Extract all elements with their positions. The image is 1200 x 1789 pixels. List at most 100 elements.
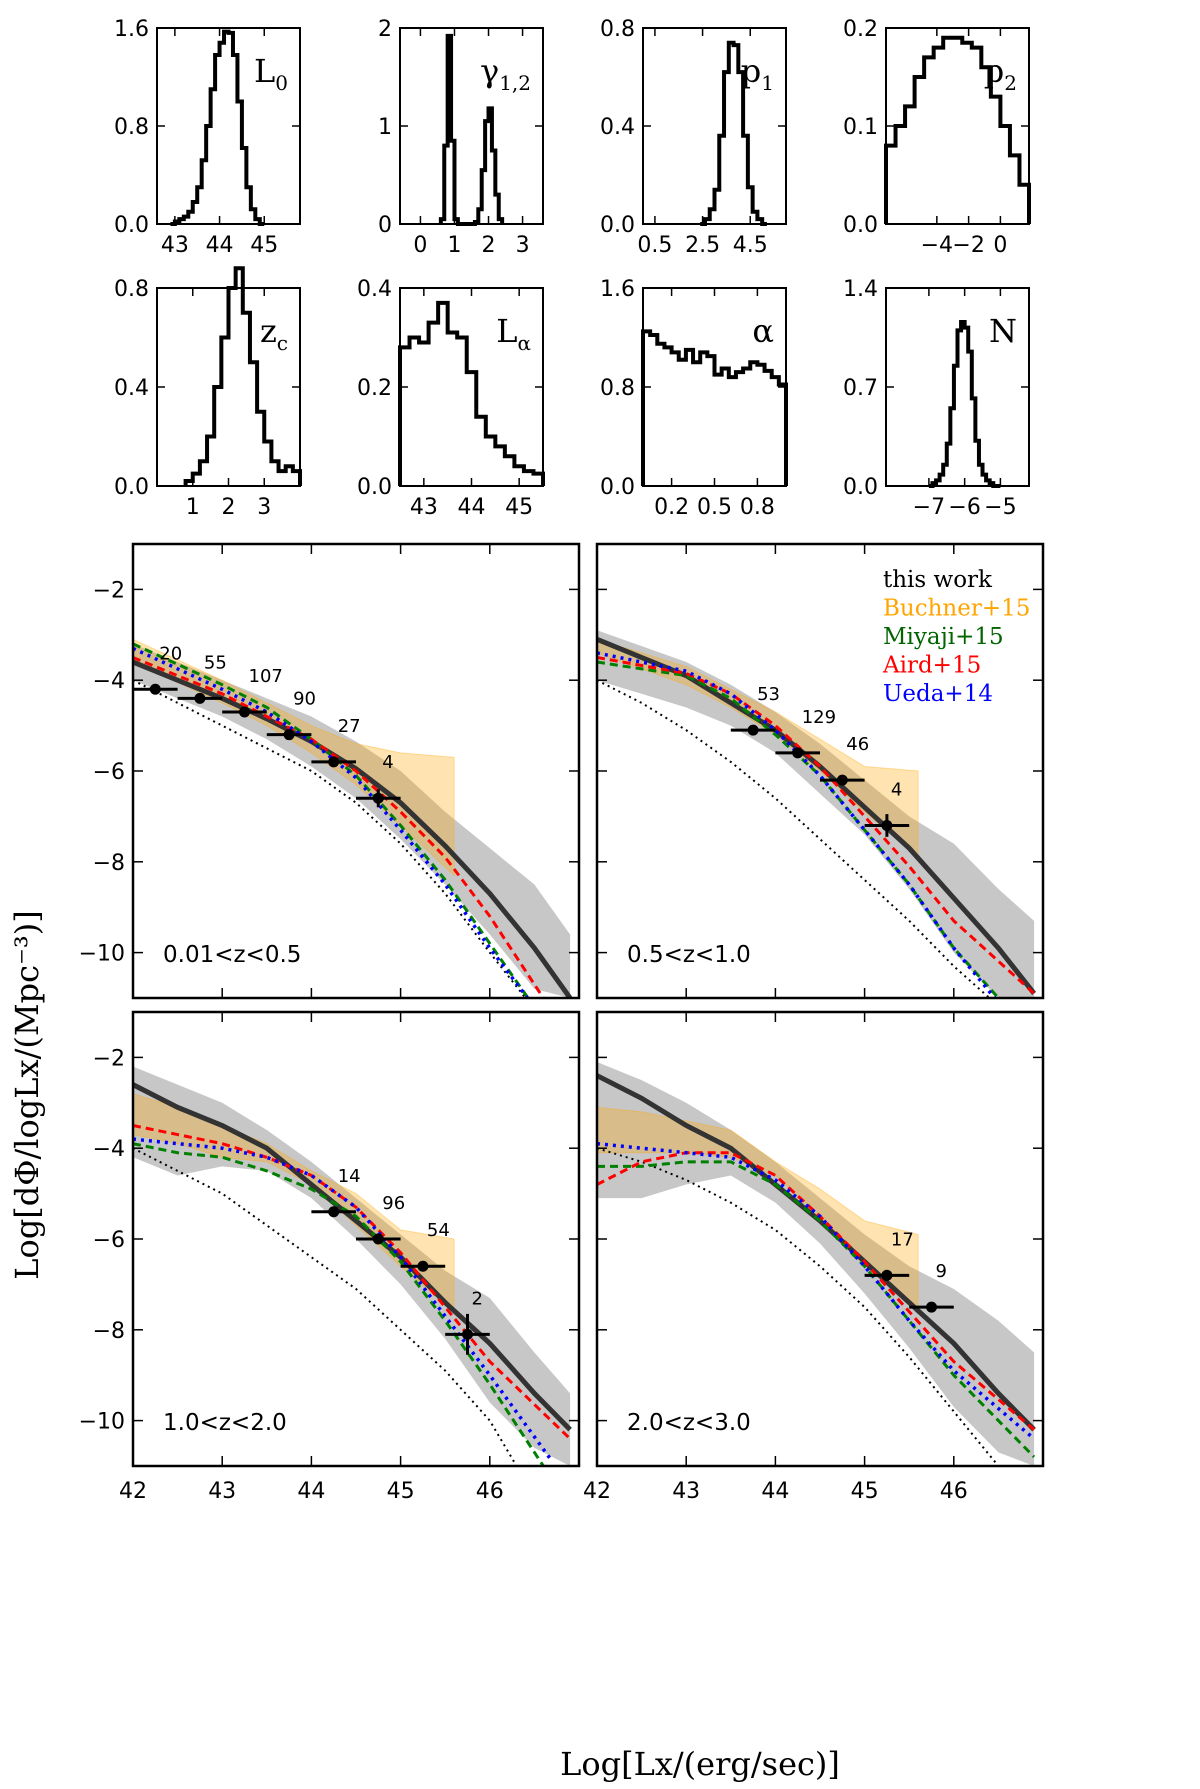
x-tick-label: 0.2 bbox=[654, 495, 689, 520]
y-tick-label: −8 bbox=[93, 851, 125, 876]
y-tick-label: 0 bbox=[378, 213, 392, 238]
data-point bbox=[462, 1328, 473, 1340]
legend-entry: Ueda+14 bbox=[883, 681, 993, 707]
y-tick-label: 0.0 bbox=[114, 213, 149, 238]
y-axis-label: Log[dΦ/logLx/(Mpc⁻³)] bbox=[8, 910, 46, 1279]
param-label-sub: c bbox=[277, 331, 288, 355]
plot-area bbox=[133, 638, 573, 998]
param-label-main: L bbox=[254, 52, 275, 90]
data-point bbox=[417, 1260, 429, 1272]
x-tick-label: 2 bbox=[482, 233, 496, 258]
x-tick-label: −6 bbox=[948, 495, 980, 520]
x-tick-label: 42 bbox=[583, 1479, 611, 1504]
plot-area bbox=[597, 630, 1037, 998]
histogram-step-L0 bbox=[170, 29, 265, 226]
posterior-panel-N: 0.0 0.7 1.4 −7 −6 −5 N bbox=[843, 277, 1030, 520]
data-point-count-label: 46 bbox=[846, 734, 869, 755]
posterior-panel-L0: 0.0 0.8 1.6 43 44 45 L0 bbox=[114, 17, 301, 258]
xlf-panel-3: 17 9 42 43 44 45 46 2.0<z<3.0 bbox=[583, 1010, 1045, 1504]
y-tick-label: 0.4 bbox=[600, 115, 635, 140]
x-tick-label: 44 bbox=[206, 233, 234, 258]
plot-area bbox=[597, 1061, 1036, 1466]
data-point bbox=[836, 774, 848, 786]
aird15-line bbox=[597, 656, 1036, 995]
y-tick-label: −8 bbox=[93, 1319, 125, 1344]
param-label-sub: α bbox=[517, 331, 531, 355]
y-tick-label: 0.4 bbox=[357, 277, 392, 302]
this-work-line bbox=[133, 1082, 572, 1432]
x-tick-label: 3 bbox=[257, 495, 271, 520]
y-tick-label: 0.1 bbox=[843, 115, 878, 140]
x-tick-label: 0.5 bbox=[697, 495, 732, 520]
posterior-panel-alpha: 0.0 0.8 1.6 0.2 0.5 0.8 α bbox=[600, 277, 788, 520]
histogram-step-p1 bbox=[700, 40, 767, 226]
x-tick-label: −2 bbox=[952, 233, 984, 258]
param-label: γ1,2 bbox=[480, 52, 531, 95]
x-tick-label: 45 bbox=[851, 1479, 879, 1504]
x-tick-label: 46 bbox=[940, 1479, 968, 1504]
y-tick-label: 0.4 bbox=[114, 376, 149, 401]
axes-frame bbox=[399, 287, 544, 487]
y-tick-label: 0.8 bbox=[600, 376, 635, 401]
data-point-count-label: 4 bbox=[382, 752, 393, 773]
param-label-main: p bbox=[984, 52, 1004, 90]
y-tick-label: 1.6 bbox=[114, 17, 149, 42]
x-tick-label: −7 bbox=[913, 495, 945, 520]
histogram-step-p2 bbox=[884, 35, 1031, 224]
xlf-panel-1: 53 129 46 4 0.5<z<1.0 this work Buchner+15Miya… bbox=[595, 542, 1045, 1000]
x-tick-label: 0 bbox=[993, 233, 1007, 258]
posterior-panel-zc: 0.0 0.4 0.8 1 2 3 zc bbox=[114, 266, 302, 520]
redshift-bin-label: 0.01<z<0.5 bbox=[163, 942, 301, 968]
y-tick-label: −2 bbox=[93, 578, 125, 603]
miyaji15-line bbox=[597, 660, 1000, 998]
param-label: α bbox=[752, 312, 774, 350]
data-point-count-label: 96 bbox=[382, 1193, 405, 1214]
y-tick-label: 0.0 bbox=[843, 213, 878, 238]
param-label-sub: 1,2 bbox=[499, 71, 531, 95]
x-tick-label: 43 bbox=[410, 495, 438, 520]
data-point-count-label: 53 bbox=[757, 684, 780, 705]
param-label-main: p bbox=[741, 52, 761, 90]
y-tick-label: 0.8 bbox=[114, 115, 149, 140]
data-point bbox=[792, 747, 804, 759]
data-point bbox=[881, 1269, 893, 1281]
data-point-count-label: 129 bbox=[802, 707, 836, 728]
data-point-count-label: 55 bbox=[204, 652, 227, 673]
data-point-count-label: 27 bbox=[338, 716, 361, 737]
x-tick-label: 42 bbox=[119, 1479, 147, 1504]
this-work-uncertainty-band bbox=[133, 1066, 571, 1466]
x-tick-label: 3 bbox=[516, 233, 530, 258]
x-tick-label: −4 bbox=[921, 233, 953, 258]
y-tick-label: 0.0 bbox=[600, 475, 635, 500]
y-tick-label: −4 bbox=[93, 1137, 125, 1162]
x-tick-label: 1 bbox=[186, 495, 200, 520]
y-tick-label: −2 bbox=[93, 1046, 125, 1071]
posterior-panel-p2: 0.0 0.1 0.2 −4 −2 0 p2 bbox=[843, 17, 1031, 258]
data-point-count-label: 54 bbox=[427, 1220, 450, 1241]
x-tick-label: 2.5 bbox=[685, 233, 720, 258]
x-tick-label: 44 bbox=[761, 1479, 789, 1504]
y-tick-label: 1.4 bbox=[843, 277, 878, 302]
x-axis-label: Log[Lx/(erg/sec)] bbox=[560, 1745, 840, 1783]
param-label-sub: 2 bbox=[1004, 71, 1017, 95]
data-point bbox=[328, 1206, 340, 1218]
redshift-bin-label: 1.0<z<2.0 bbox=[163, 1410, 287, 1436]
param-label: Lα bbox=[496, 312, 531, 355]
x-tick-label: 45 bbox=[387, 1479, 415, 1504]
param-label-main: L bbox=[496, 312, 517, 350]
x-tick-label: 4.5 bbox=[733, 233, 768, 258]
aird15-line bbox=[133, 656, 545, 998]
param-label-sub: 0 bbox=[275, 71, 288, 95]
y-tick-label: 2 bbox=[378, 17, 392, 42]
data-point bbox=[283, 729, 295, 741]
posterior-panel-Lalpha: 0.0 0.2 0.4 43 44 45 Lα bbox=[357, 277, 545, 520]
y-tick-label: −10 bbox=[79, 1410, 125, 1435]
legend-entry: Aird+15 bbox=[882, 653, 981, 679]
data-point bbox=[372, 792, 384, 804]
redshift-bin-label: 0.5<z<1.0 bbox=[627, 942, 751, 968]
data-point-count-label: 107 bbox=[249, 666, 283, 687]
param-label-main: γ bbox=[480, 52, 499, 90]
xlf-panel-2: 14 96 54 2 −2 −4 −6 −8 −10 42 43 44 45 46 1.0<z<2.0 bbox=[79, 1010, 581, 1504]
